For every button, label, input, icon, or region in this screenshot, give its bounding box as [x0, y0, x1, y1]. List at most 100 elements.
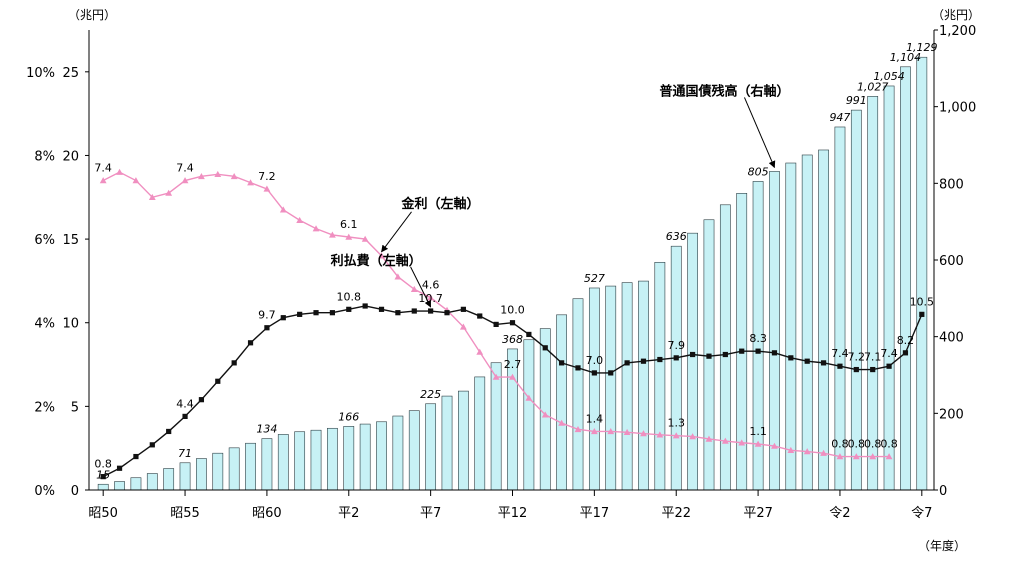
interest-rate-point: [607, 428, 615, 435]
x-tick-label: 平12: [498, 506, 528, 521]
debt-bar: [408, 410, 420, 491]
x-tick-label: 令7: [911, 506, 932, 521]
interest-rate-point: [329, 231, 336, 238]
interest-payment-point: [329, 310, 336, 316]
debt-bar: [785, 162, 797, 491]
left-tick-label: 0: [71, 484, 79, 499]
interest-rate-point: [525, 394, 533, 401]
interest-payment-point: [313, 310, 319, 316]
interest-payment-label: 10.5: [910, 295, 935, 308]
debt-bar: [867, 96, 879, 491]
interest-payment-point: [526, 331, 532, 338]
interest-rate-point: [771, 442, 778, 449]
interest-payment-point: [542, 345, 548, 351]
interest-payment-point: [771, 350, 778, 356]
right-tick-label: 800: [939, 177, 964, 192]
debt-bar: [654, 261, 666, 491]
interest-rate-point: [705, 435, 713, 442]
debt-bar: [179, 462, 191, 491]
interest-rate-point: [296, 216, 304, 223]
debt-bar: [883, 85, 895, 491]
interest-rate-point: [165, 189, 173, 196]
interest-rate-label: 2.7: [504, 358, 522, 371]
left-pct-tick-label: 0%: [34, 484, 55, 499]
interest-rate-point: [459, 323, 467, 330]
interest-rate-point: [198, 172, 205, 180]
interest-payment-point: [247, 340, 254, 346]
annotation-arrow: [744, 97, 776, 169]
debt-bar: [97, 483, 109, 491]
interest-payment-label: 7.4: [831, 347, 849, 360]
debt-bar-label: 805: [748, 165, 769, 178]
left-pct-tick-label: 10%: [26, 66, 55, 81]
debt-bar: [343, 426, 355, 491]
interest-payment-point: [509, 320, 516, 326]
x-tick-label: 平17: [580, 506, 610, 521]
interest-payment-label: 8.2: [897, 334, 915, 347]
interest-payment-label: 10.0: [500, 304, 525, 317]
interest-payment-point: [182, 413, 188, 419]
debt-bar: [261, 438, 273, 491]
interest-rate-point: [820, 449, 827, 456]
interest-payment-point: [395, 310, 401, 316]
interest-payment-point: [444, 310, 450, 316]
interest-rate-point: [590, 428, 598, 435]
interest-payment-label: 10.7: [418, 292, 443, 305]
debt-bar-label: 71: [178, 447, 192, 460]
interest-payment-point: [853, 366, 859, 373]
interest-payment-label: 7.1: [864, 351, 882, 364]
interest-rate-point: [738, 439, 746, 446]
x-tick-label: 平22: [661, 506, 691, 521]
interest-payment-point: [722, 351, 728, 358]
interest-payment-point: [116, 465, 123, 471]
debt-bar: [376, 421, 387, 491]
interest-payment-label: 7.2: [848, 351, 866, 364]
debt-bar: [670, 245, 682, 491]
interest-payment-point: [755, 348, 761, 354]
interest-rate-label: 0.8: [848, 438, 866, 451]
debt-bar-label: 1,027: [857, 80, 889, 93]
interest-rate-label: 0.8: [880, 438, 898, 451]
debt-bar: [425, 403, 437, 491]
interest-payment-point: [820, 360, 827, 366]
left-tick-label: 5: [71, 400, 79, 415]
debt-bar-label: 134: [256, 423, 277, 436]
x-tick-label: 昭55: [170, 506, 200, 521]
interest-payment-point: [804, 358, 810, 364]
debt-bar: [359, 423, 371, 491]
interest-payment-point: [657, 356, 663, 363]
interest-payment-point: [346, 306, 352, 312]
interest-rate-label: 7.4: [94, 162, 112, 175]
interest-payment-label: 8.3: [749, 332, 767, 345]
interest-rate-point: [558, 419, 566, 426]
interest-rate-point: [869, 453, 877, 460]
debt-bar-label: 947: [829, 111, 850, 124]
interest-rate-point: [345, 233, 353, 240]
interest-rate-point: [852, 453, 860, 460]
interest-rate-point: [754, 440, 762, 447]
interest-payment-point: [624, 360, 630, 366]
debt-bar: [327, 427, 338, 491]
right-tick-label: 200: [939, 407, 964, 422]
left-tick-label: 25: [62, 66, 79, 81]
interest-rate-point: [574, 425, 582, 433]
interest-rate-point: [623, 428, 631, 436]
debt-bar: [474, 376, 486, 491]
debt-bar: [818, 149, 829, 491]
interest-rate-point: [656, 431, 664, 438]
debt-bar-label: 225: [420, 388, 441, 401]
debt-bar: [801, 154, 813, 491]
right-tick-label: 0: [939, 484, 947, 499]
debt-bar: [163, 468, 175, 491]
interest-payment-point: [133, 453, 139, 460]
right-tick-label: 1,200: [939, 24, 976, 39]
debt-bar-label: 1,104: [890, 51, 922, 64]
interest-payment-label: 4.4: [176, 397, 194, 410]
interest-payment-point: [428, 308, 434, 314]
debt-bar: [834, 126, 846, 491]
interest-rate-label: 6.1: [340, 218, 358, 231]
interest-rate-point: [247, 179, 254, 186]
debt-bar: [556, 314, 567, 491]
interest-rate-point: [803, 448, 811, 455]
interest-rate-point: [148, 193, 156, 200]
